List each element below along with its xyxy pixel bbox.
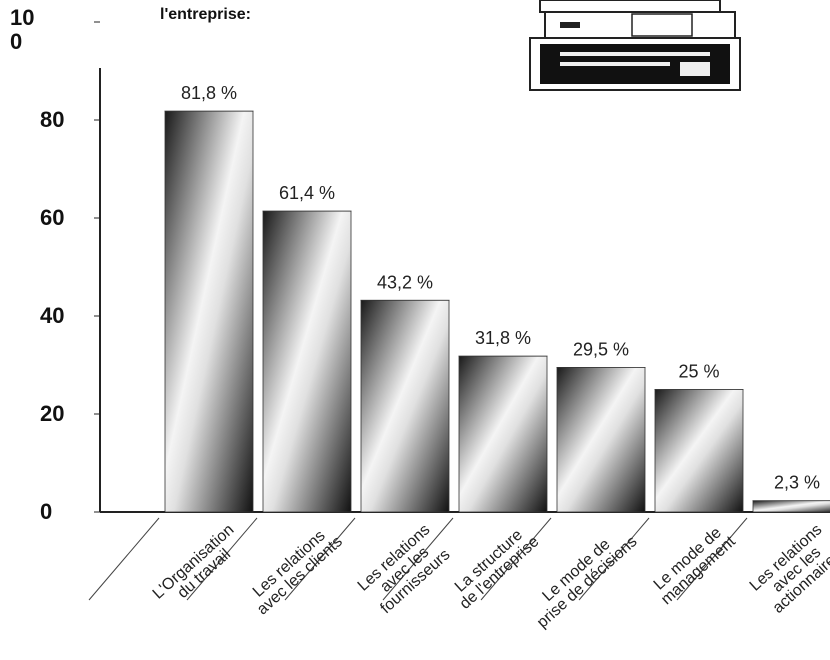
bar — [360, 299, 450, 513]
y-tick-label: 40 — [40, 303, 65, 328]
chart-title: l'entreprise: — [160, 6, 251, 23]
value-label: 29,5 % — [573, 339, 629, 359]
separator — [186, 517, 258, 601]
separator — [676, 517, 748, 601]
bar — [654, 389, 744, 513]
y-tick-label: 0 — [40, 499, 53, 524]
value-label: 25 % — [678, 362, 719, 382]
y-tick-label: 60 — [40, 205, 65, 230]
y-tick-label: 20 — [40, 401, 65, 426]
separator — [284, 517, 356, 601]
separator — [382, 517, 454, 601]
bar — [458, 355, 548, 513]
y-tick-label: 80 — [40, 107, 65, 132]
bar — [164, 110, 254, 513]
computer-illustration — [529, 0, 741, 91]
value-label: 81,8 % — [181, 83, 237, 103]
value-label: 61,4 % — [279, 183, 335, 203]
bar — [556, 367, 646, 513]
bar — [752, 500, 830, 513]
value-label: 43,2 % — [377, 272, 433, 292]
separator — [88, 517, 160, 601]
value-label: 31,8 % — [475, 328, 531, 348]
separator — [480, 517, 552, 601]
value-label: 2,3 % — [774, 473, 820, 493]
separator — [578, 517, 650, 601]
bar — [262, 210, 352, 513]
y-tick-label: 100 — [10, 5, 35, 54]
